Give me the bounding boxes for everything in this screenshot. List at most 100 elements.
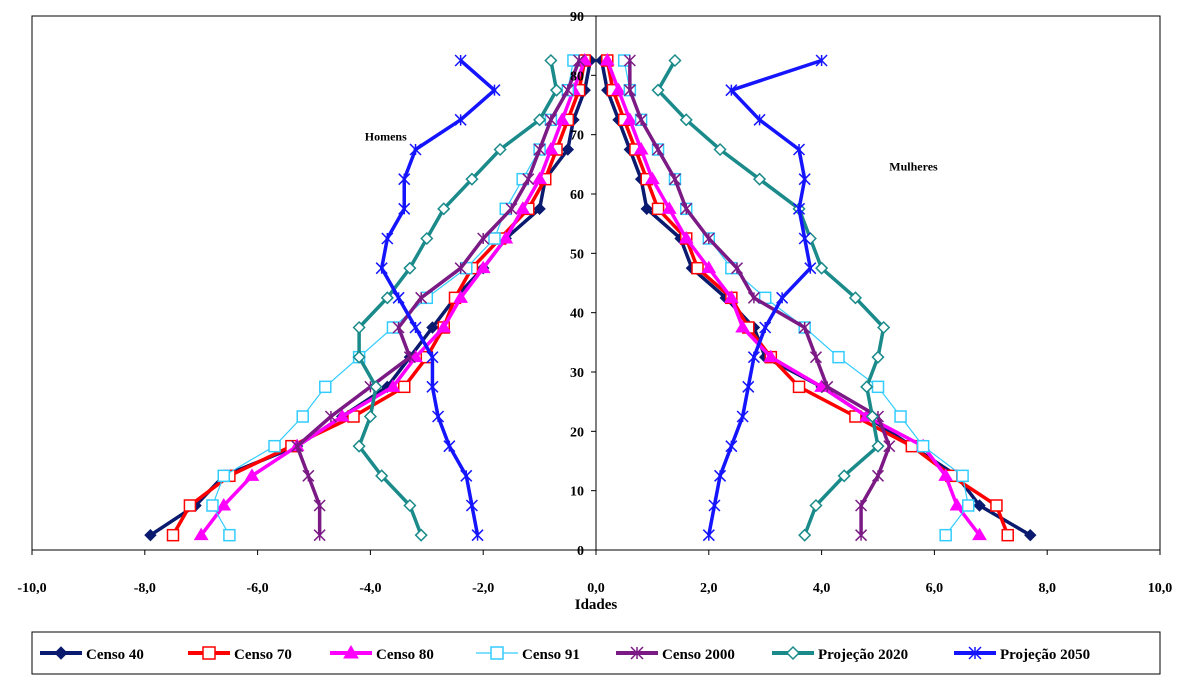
data-point [454, 54, 467, 67]
data-point [426, 351, 439, 364]
y-tick-label: 70 [570, 129, 584, 144]
data-point [166, 528, 180, 542]
data-point [206, 499, 219, 512]
data-point [522, 173, 535, 186]
data-point [798, 528, 812, 542]
data-point [415, 291, 428, 304]
data-point [385, 379, 401, 392]
data-point [375, 469, 389, 483]
data-point [668, 53, 682, 68]
data-point [735, 320, 751, 333]
data-point [599, 53, 615, 66]
series-4 [291, 54, 896, 542]
data-point [380, 291, 394, 305]
data-point [409, 321, 422, 334]
data-point [623, 84, 636, 97]
data-point [815, 261, 829, 275]
data-point [217, 469, 231, 483]
data-point [860, 380, 874, 394]
data-point [972, 527, 987, 541]
data-point [475, 260, 491, 274]
data-point [420, 231, 434, 246]
data-point [313, 529, 326, 542]
annotation-mulheres: Mulheres [889, 159, 938, 173]
data-point [916, 439, 930, 453]
data-point [426, 321, 439, 334]
data-point [369, 380, 383, 394]
data-point [454, 262, 467, 275]
x-tick-label: -10,0 [17, 581, 46, 596]
data-point [645, 171, 660, 185]
data-point [223, 528, 236, 542]
data-point [403, 351, 416, 364]
data-point [747, 291, 760, 304]
data-point [956, 469, 969, 483]
data-point [785, 645, 801, 661]
data-point [426, 380, 439, 393]
data-point [532, 171, 547, 185]
data-point [498, 231, 514, 244]
data-point [392, 291, 405, 304]
legend-label: Censo 91 [522, 647, 580, 663]
data-point [736, 410, 749, 423]
data-point [454, 113, 467, 126]
data-point [363, 409, 377, 424]
data-point [543, 142, 559, 155]
data-point [443, 440, 456, 453]
data-point [701, 260, 717, 274]
data-point [821, 380, 834, 393]
data-point [324, 410, 337, 423]
data-point [792, 380, 806, 394]
data-point [319, 380, 332, 394]
y-tick-label: 10 [570, 485, 584, 500]
x-tick-label: 2,0 [700, 581, 718, 596]
data-point [515, 201, 531, 214]
data-point [386, 321, 400, 334]
data-point [837, 469, 851, 483]
axis-ticks [31, 15, 1161, 555]
data-point [973, 499, 986, 512]
data-point [490, 646, 504, 660]
series-5 [352, 53, 891, 542]
x-tick-label: 10,0 [1148, 581, 1173, 596]
data-point [990, 499, 1003, 512]
data-point [871, 439, 885, 453]
data-point [961, 499, 975, 512]
data-point [877, 320, 891, 335]
data-point [883, 440, 896, 453]
data-point [668, 173, 681, 186]
data-point [493, 142, 507, 157]
data-point [968, 646, 982, 660]
data-point [268, 439, 281, 453]
y-tick-label: 30 [570, 366, 584, 381]
data-point [352, 439, 366, 453]
data-point [554, 112, 570, 125]
data-point [617, 54, 631, 67]
y-tick-labels: 0 10 20 30 40 50 60 70 80 90 [570, 10, 584, 559]
data-point [752, 172, 767, 186]
legend: Censo 40 Censo 70 Censo 80 Censo 91 Censo 20… [40, 645, 1090, 663]
data-point [296, 410, 309, 423]
data-point [798, 173, 811, 186]
series-group [144, 53, 1037, 542]
data-point [398, 202, 411, 215]
x-tick-label: 4,0 [813, 581, 831, 596]
data-point [725, 84, 738, 97]
data-point [640, 202, 653, 216]
data-point [561, 143, 575, 156]
y-tick-label: 80 [570, 69, 584, 84]
legend-item: Censo 2000 [616, 646, 735, 663]
data-point [679, 113, 693, 127]
data-point [460, 469, 473, 482]
data-point [651, 83, 665, 97]
legend-label: Censo 80 [376, 647, 434, 663]
legend-item: Projeção 2050 [954, 646, 1090, 663]
y-tick-label: 50 [570, 247, 584, 262]
data-point [848, 291, 863, 305]
data-point [549, 83, 564, 97]
data-point [432, 410, 445, 423]
data-point [313, 499, 326, 512]
data-point [855, 529, 868, 542]
data-point [702, 529, 715, 542]
data-point [871, 380, 885, 394]
